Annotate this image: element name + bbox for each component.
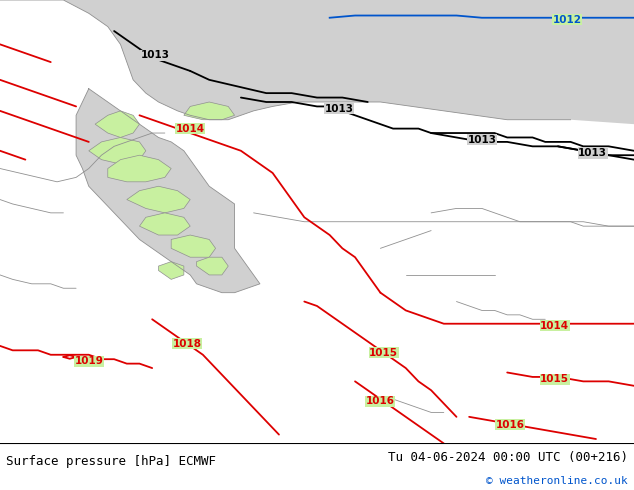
Text: 1018: 1018 xyxy=(172,339,202,349)
Polygon shape xyxy=(127,186,190,213)
Polygon shape xyxy=(197,257,228,275)
Text: 1014: 1014 xyxy=(176,123,205,134)
Text: 1015: 1015 xyxy=(540,374,569,384)
Polygon shape xyxy=(0,0,634,124)
Polygon shape xyxy=(171,235,216,257)
Polygon shape xyxy=(95,111,139,138)
Text: © weatheronline.co.uk: © weatheronline.co.uk xyxy=(486,476,628,486)
Text: 1016: 1016 xyxy=(366,396,395,406)
Text: 1019: 1019 xyxy=(74,356,103,367)
Text: 1013: 1013 xyxy=(578,148,607,158)
Polygon shape xyxy=(89,138,146,164)
Text: 1013: 1013 xyxy=(467,135,496,145)
Text: Tu 04-06-2024 00:00 UTC (00+216): Tu 04-06-2024 00:00 UTC (00+216) xyxy=(387,451,628,464)
Text: 1013: 1013 xyxy=(141,50,170,60)
Polygon shape xyxy=(184,102,235,120)
Text: 1016: 1016 xyxy=(496,420,525,430)
Polygon shape xyxy=(158,262,184,279)
Polygon shape xyxy=(76,89,260,293)
Polygon shape xyxy=(139,213,190,235)
Text: 1013: 1013 xyxy=(325,104,354,114)
Text: Surface pressure [hPa] ECMWF: Surface pressure [hPa] ECMWF xyxy=(6,455,216,467)
Text: 1012: 1012 xyxy=(553,15,582,25)
Text: 1015: 1015 xyxy=(369,347,398,358)
Polygon shape xyxy=(108,155,171,182)
Text: 1014: 1014 xyxy=(540,321,569,331)
